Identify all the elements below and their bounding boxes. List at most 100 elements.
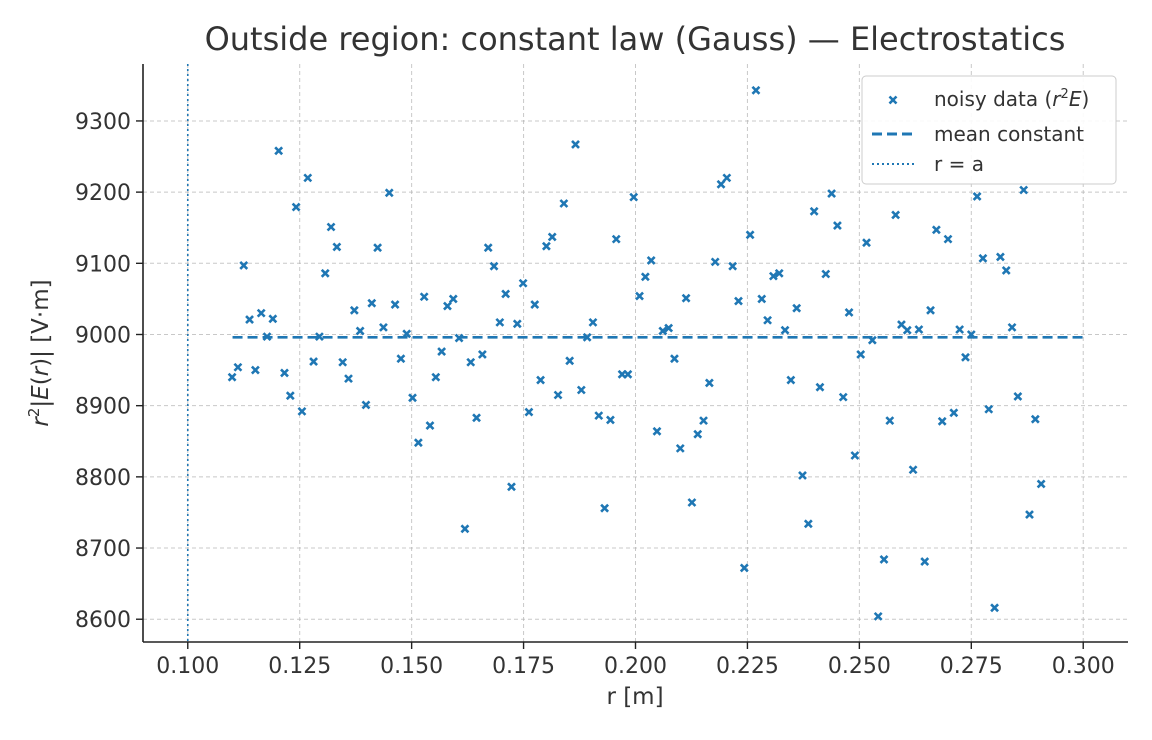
marker-stroke	[1001, 266, 1011, 275]
data-point	[274, 146, 284, 156]
data-point	[693, 429, 703, 439]
data-point	[955, 325, 965, 334]
marker-stroke	[949, 408, 959, 418]
marker-stroke	[367, 298, 377, 308]
marker-stroke	[961, 352, 970, 362]
marker-stroke	[774, 268, 784, 278]
marker-stroke	[792, 303, 802, 313]
marker-stroke	[891, 210, 901, 220]
y-tick-label: 8900	[75, 395, 131, 420]
data-point	[518, 278, 528, 288]
data-point	[390, 300, 400, 310]
marker-stroke	[780, 325, 790, 335]
data-point	[227, 372, 237, 382]
marker-stroke	[914, 325, 924, 334]
marker-stroke	[937, 416, 947, 426]
data-point	[675, 443, 685, 453]
data-point	[623, 369, 633, 379]
data-point	[1013, 392, 1023, 401]
marker-stroke	[710, 257, 720, 267]
data-point	[448, 294, 458, 304]
data-point	[250, 365, 260, 375]
marker-stroke	[658, 326, 668, 336]
data-point	[437, 347, 447, 356]
marker-stroke	[437, 347, 447, 356]
marker-stroke	[908, 465, 918, 475]
marker-stroke	[931, 225, 941, 235]
marker-stroke	[413, 438, 423, 448]
data-point	[408, 393, 417, 403]
marker-stroke	[699, 416, 708, 426]
marker-stroke	[716, 179, 726, 189]
legend-label-mean-constant: mean constant	[934, 122, 1084, 146]
marker-stroke	[827, 189, 837, 198]
data-point	[768, 271, 778, 281]
marker-stroke	[274, 146, 284, 156]
marker-stroke	[425, 421, 435, 431]
data-point	[361, 400, 371, 410]
data-point	[728, 261, 738, 271]
marker-stroke	[640, 272, 650, 282]
data-point	[978, 253, 988, 263]
data-point	[472, 413, 481, 423]
marker-stroke	[611, 234, 621, 244]
data-point	[757, 294, 767, 304]
marker-stroke	[291, 202, 301, 212]
marker-stroke	[489, 261, 499, 271]
marker-stroke	[309, 357, 319, 366]
data-point	[332, 242, 342, 252]
marker-stroke	[233, 362, 243, 372]
marker-stroke	[268, 314, 278, 324]
data-point	[413, 438, 423, 448]
data-point	[937, 416, 947, 426]
marker-stroke	[1007, 322, 1017, 332]
data-point	[536, 375, 546, 385]
data-point	[716, 179, 726, 189]
data-point	[885, 416, 895, 426]
marker-stroke	[751, 85, 761, 95]
data-point	[280, 368, 289, 378]
y-tick-label: 9200	[75, 181, 131, 206]
data-point	[425, 421, 435, 431]
data-point	[588, 317, 598, 327]
data-point	[320, 268, 330, 278]
marker-stroke	[431, 372, 441, 382]
data-point	[512, 319, 522, 329]
data-point	[314, 332, 324, 342]
marker-stroke	[809, 206, 819, 216]
data-point	[571, 140, 580, 149]
marker-stroke	[1019, 185, 1029, 195]
data-point	[739, 563, 749, 573]
marker-stroke	[768, 271, 778, 281]
data-point	[524, 407, 534, 417]
y-tick-label: 8800	[75, 466, 131, 491]
data-point	[652, 426, 662, 436]
data-point	[349, 305, 359, 315]
marker-stroke	[483, 243, 493, 253]
data-point	[606, 415, 615, 425]
data-point	[792, 303, 802, 313]
marker-stroke	[280, 368, 289, 378]
legend-marker-x	[888, 95, 898, 105]
marker-stroke	[571, 140, 580, 149]
legend-x-marker	[888, 95, 898, 105]
y-axis-label: r2|E(r)| [V·m]	[25, 279, 54, 426]
data-point	[681, 293, 691, 303]
data-point	[600, 503, 610, 513]
x-tick-label: 0.225	[716, 654, 779, 679]
data-point	[355, 326, 365, 336]
marker-stroke	[1025, 510, 1034, 520]
data-point	[803, 519, 813, 529]
data-point	[576, 385, 586, 395]
data-point	[501, 289, 511, 299]
marker-stroke	[338, 357, 348, 367]
marker-stroke	[995, 252, 1005, 262]
marker-stroke	[541, 241, 551, 251]
legend-label-r-equals-a: r = a	[934, 152, 984, 176]
marker-stroke	[734, 296, 743, 306]
legend-label-noisy-data: noisy data (r2E)	[934, 87, 1089, 111]
marker-stroke	[501, 289, 511, 299]
data-point	[1036, 479, 1046, 489]
marker-stroke	[955, 325, 965, 334]
x-tick-label: 0.200	[604, 654, 667, 679]
